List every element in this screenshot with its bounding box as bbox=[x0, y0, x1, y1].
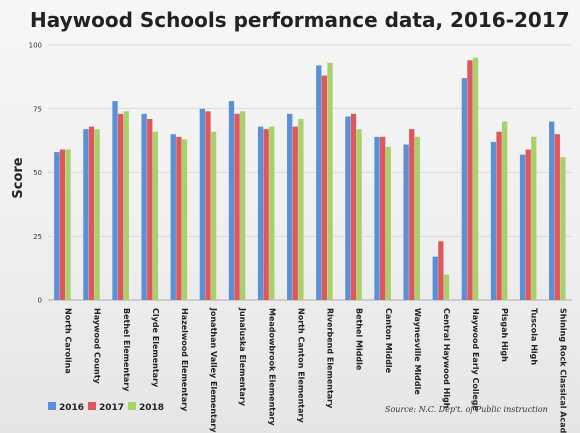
legend-swatch-2017 bbox=[88, 402, 96, 410]
bar-2017 bbox=[234, 113, 240, 300]
x-tick-label: Meadowbrook Elementary bbox=[267, 308, 276, 426]
bar-2016 bbox=[54, 152, 60, 300]
bar-2018 bbox=[327, 62, 333, 300]
bar-2018 bbox=[298, 118, 304, 300]
x-tick-label: Haywood Early College bbox=[471, 308, 480, 412]
bar-2016 bbox=[257, 126, 264, 300]
y-tick-label: 75 bbox=[33, 105, 42, 113]
bar-2016 bbox=[461, 78, 468, 301]
bar-2017 bbox=[321, 75, 328, 300]
bar-2016 bbox=[345, 116, 351, 301]
bar-2018 bbox=[385, 147, 391, 300]
x-axis-ticks: North Carolina Haywood County Bethel Eleme… bbox=[64, 307, 568, 433]
bar-2018 bbox=[560, 157, 566, 300]
bar-2017 bbox=[525, 149, 531, 300]
bar-2018 bbox=[502, 121, 508, 300]
bar-2018 bbox=[531, 136, 537, 300]
x-tick-label: Central Haywood High bbox=[442, 308, 451, 409]
bar-2017 bbox=[205, 111, 211, 300]
bar-2017 bbox=[438, 241, 444, 300]
bar-2016 bbox=[549, 121, 555, 300]
bar-2016 bbox=[374, 136, 380, 300]
bar-2018 bbox=[414, 136, 420, 300]
x-tick-label: Riverbend Elementary bbox=[326, 308, 335, 409]
x-tick-label: North Canton Elementary bbox=[296, 308, 305, 423]
bar-2016 bbox=[228, 101, 235, 300]
bar-2016 bbox=[432, 256, 438, 300]
y-axis-ticks: 0 25 50 75 100 bbox=[29, 42, 42, 305]
x-tick-label: Bethel Elementary bbox=[122, 308, 131, 392]
bar-2016 bbox=[199, 108, 206, 300]
x-tick-label: Jonathan Valley Elementary bbox=[209, 307, 218, 433]
bar-2017 bbox=[176, 136, 182, 300]
bar-2017 bbox=[147, 118, 153, 300]
bar-2018 bbox=[94, 129, 100, 300]
y-axis-label: Score bbox=[11, 157, 26, 198]
legend-label: 2017 bbox=[99, 403, 124, 413]
gridlines bbox=[48, 44, 572, 301]
bar-2016 bbox=[316, 65, 322, 301]
bar-2018 bbox=[181, 139, 188, 300]
bar-2017 bbox=[59, 149, 66, 300]
bar-2018 bbox=[210, 131, 217, 300]
x-tick-label: Hazelwood Elementary bbox=[180, 308, 189, 412]
chart-title: Haywood Schools performance data, 2016-2… bbox=[30, 8, 570, 32]
bar-2016 bbox=[490, 141, 497, 300]
x-tick-label: Pisgah High bbox=[500, 308, 509, 362]
bar-2016 bbox=[170, 134, 176, 300]
bar-2018 bbox=[123, 111, 129, 300]
legend-swatch-2018 bbox=[128, 402, 136, 410]
bar-2018 bbox=[152, 131, 158, 300]
bar-2017 bbox=[554, 134, 560, 300]
bar-2017 bbox=[496, 131, 502, 300]
legend: 2016 2017 2018 bbox=[48, 402, 164, 413]
x-tick-label: Canton Middle bbox=[384, 308, 393, 374]
x-tick-label: North Carolina bbox=[64, 308, 73, 374]
bar-2018 bbox=[472, 57, 479, 300]
bar-2016 bbox=[141, 113, 147, 300]
x-tick-label: Haywood County bbox=[93, 308, 102, 385]
bar-2016 bbox=[112, 101, 118, 300]
bar-2017 bbox=[350, 113, 357, 300]
bar-2016 bbox=[287, 113, 293, 300]
bar-2018 bbox=[240, 111, 246, 300]
bar-2017 bbox=[88, 126, 95, 300]
legend-swatch-2016 bbox=[48, 402, 56, 410]
bar-2017 bbox=[379, 136, 386, 300]
x-tick-label: Shining Rock Classical Academy bbox=[558, 308, 567, 433]
bar-2017 bbox=[292, 126, 298, 300]
y-tick-label: 100 bbox=[29, 42, 42, 50]
bar-2017 bbox=[409, 129, 415, 300]
bar-2016 bbox=[519, 154, 526, 300]
bar-2018 bbox=[443, 274, 450, 300]
bar-2017 bbox=[263, 129, 269, 300]
bar-2018 bbox=[65, 149, 71, 300]
y-tick-label: 0 bbox=[38, 297, 42, 305]
x-tick-label: Junaluska Elementary bbox=[238, 307, 247, 407]
legend-label: 2018 bbox=[139, 403, 164, 413]
legend-label: 2016 bbox=[59, 403, 84, 413]
bar-2017 bbox=[117, 113, 124, 300]
bar-2018 bbox=[269, 126, 275, 300]
bar-2018 bbox=[356, 129, 362, 300]
bar-2016 bbox=[83, 129, 89, 300]
x-tick-label: Waynesville Middle bbox=[413, 308, 422, 395]
x-tick-label: Tuscola High bbox=[529, 308, 538, 365]
bars bbox=[54, 57, 566, 301]
y-tick-label: 25 bbox=[33, 233, 42, 241]
x-tick-label: Clyde Elementary bbox=[151, 308, 160, 388]
bar-2017 bbox=[467, 60, 473, 300]
x-tick-label: Bethel Middle bbox=[355, 308, 364, 371]
bar-2016 bbox=[403, 144, 409, 300]
y-tick-label: 50 bbox=[33, 169, 42, 177]
source-note: Source: N.C. Dep't. of Public instructio… bbox=[385, 405, 548, 414]
